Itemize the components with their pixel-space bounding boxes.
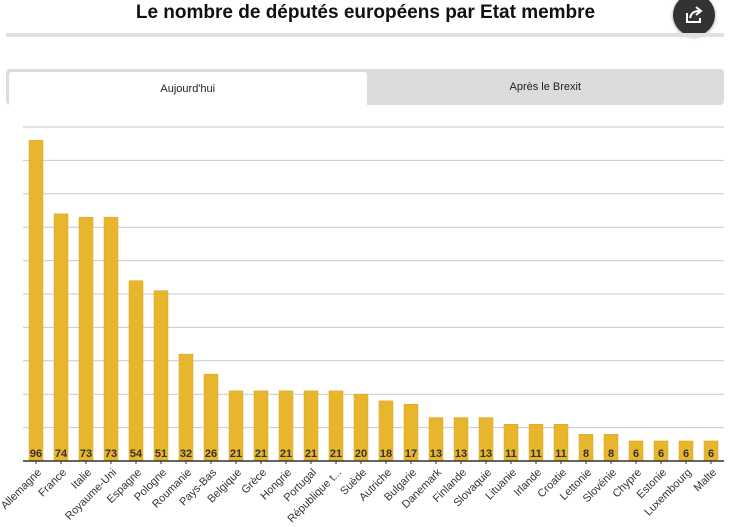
bar-value-label: 13 <box>455 448 467 460</box>
bar-value-label: 21 <box>255 448 267 460</box>
bar <box>28 140 44 462</box>
bar-value-label: 54 <box>130 448 143 460</box>
bar-value-label: 20 <box>355 448 367 460</box>
bar-value-label: 96 <box>30 448 42 460</box>
bar <box>153 290 169 462</box>
bar-value-label: 6 <box>708 448 714 460</box>
bar-value-label: 18 <box>380 448 392 460</box>
bar-value-label: 11 <box>505 448 517 460</box>
bar-value-label: 13 <box>430 448 442 460</box>
bar-value-label: 13 <box>480 448 492 460</box>
bar-value-label: 73 <box>105 448 117 460</box>
share-button[interactable] <box>673 0 715 36</box>
bar-value-label: 21 <box>230 448 242 460</box>
bar-value-label: 6 <box>658 448 664 460</box>
bar-value-label: 6 <box>633 448 639 460</box>
bar-value-label: 11 <box>530 448 542 460</box>
bar-value-label: 21 <box>330 448 342 460</box>
tab-apres-brexit[interactable]: Après le Brexit <box>509 81 582 93</box>
bar-value-label: 26 <box>205 448 217 460</box>
bar <box>178 353 194 462</box>
bar-value-label: 6 <box>683 448 689 460</box>
page-title: Le nombre de députés européens par Etat … <box>135 2 596 23</box>
tab-aujourdhui[interactable]: Aujourd'hui <box>9 72 367 105</box>
bar-value-label: 8 <box>608 448 614 460</box>
bar-value-label: 51 <box>155 448 167 460</box>
bar-value-label: 74 <box>55 448 68 460</box>
bar-value-label: 21 <box>305 448 317 460</box>
bar <box>128 280 144 462</box>
tab-bar: Aujourd'hui Après le Brexit <box>6 69 724 105</box>
header-divider <box>6 33 724 37</box>
bar <box>53 213 69 462</box>
bar <box>103 216 119 462</box>
bar-value-label: 8 <box>583 448 589 460</box>
bar-value-label: 32 <box>180 448 192 460</box>
bar-value-label: 17 <box>405 448 417 460</box>
bar-value-label: 11 <box>555 448 567 460</box>
bar-value-label: 21 <box>280 448 292 460</box>
bar <box>78 216 94 462</box>
bar-chart: 96Allemagne74France73Italie73Royaume-Uni… <box>0 126 724 525</box>
x-tick-label: France <box>36 467 69 500</box>
share-icon <box>686 6 703 23</box>
bar-value-label: 73 <box>80 448 92 460</box>
x-tick-label: Malte <box>692 467 720 495</box>
